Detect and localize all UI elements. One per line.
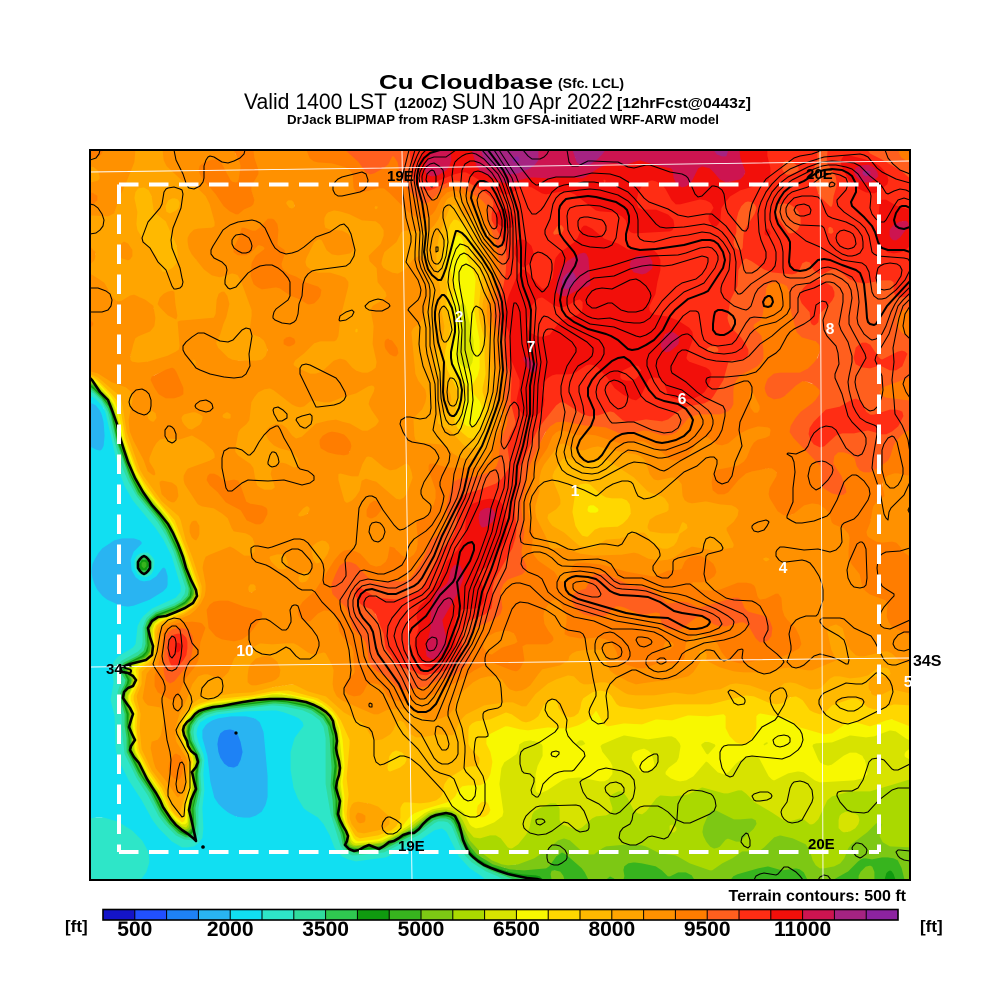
svg-text:SUN 10 Apr 2022: SUN 10 Apr 2022 <box>452 89 613 114</box>
svg-text:8: 8 <box>826 321 835 338</box>
svg-text:20E: 20E <box>806 166 833 183</box>
svg-text:5000: 5000 <box>398 918 445 941</box>
svg-text:5: 5 <box>904 674 913 691</box>
svg-text:9500: 9500 <box>684 918 731 941</box>
svg-text:Valid 1400 LST: Valid 1400 LST <box>244 89 387 114</box>
svg-text:Cu Cloudbase: Cu Cloudbase <box>379 72 553 94</box>
svg-text:Terrain contours: 500 ft: Terrain contours: 500 ft <box>728 888 906 905</box>
svg-text:4: 4 <box>779 560 788 577</box>
svg-text:[ft]: [ft] <box>920 917 943 936</box>
svg-text:DrJack BLIPMAP from RASP 1.3km: DrJack BLIPMAP from RASP 1.3km GFSA-init… <box>287 112 719 127</box>
svg-text:[ft]: [ft] <box>65 917 88 936</box>
svg-text:20E: 20E <box>808 836 835 853</box>
svg-text:11000: 11000 <box>774 918 831 941</box>
svg-text:(1200Z): (1200Z) <box>394 95 447 112</box>
svg-text:8000: 8000 <box>588 918 635 941</box>
svg-text:7: 7 <box>527 339 536 356</box>
svg-text:1: 1 <box>571 483 580 500</box>
svg-text:3500: 3500 <box>302 918 349 941</box>
svg-text:34S: 34S <box>106 661 133 678</box>
svg-text:10: 10 <box>236 643 253 660</box>
svg-text:19E: 19E <box>387 168 414 185</box>
svg-text:19E: 19E <box>398 838 425 855</box>
svg-text:(Sfc. LCL): (Sfc. LCL) <box>558 75 624 91</box>
svg-text:6: 6 <box>678 391 687 408</box>
svg-text:6500: 6500 <box>493 918 540 941</box>
svg-text:34S: 34S <box>913 653 942 670</box>
svg-text:500: 500 <box>117 918 152 941</box>
svg-text:2: 2 <box>455 309 464 326</box>
svg-text:2000: 2000 <box>207 918 254 941</box>
svg-text:[12hrFcst@0443z]: [12hrFcst@0443z] <box>617 95 751 112</box>
